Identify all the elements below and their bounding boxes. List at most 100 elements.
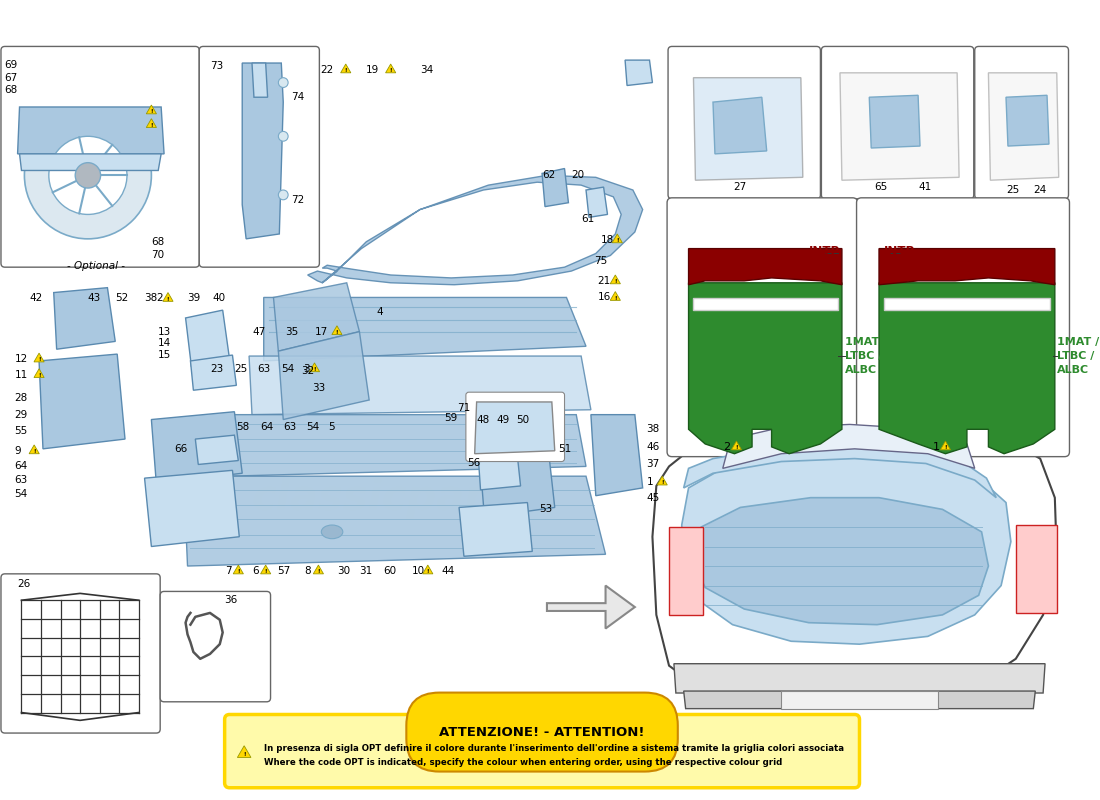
Polygon shape	[693, 298, 838, 310]
Text: 60: 60	[383, 566, 396, 576]
Circle shape	[278, 190, 288, 200]
Text: !: !	[317, 570, 320, 574]
Polygon shape	[610, 275, 620, 284]
Polygon shape	[146, 118, 156, 127]
Polygon shape	[152, 412, 242, 483]
Text: 1: 1	[647, 477, 653, 487]
Text: !: !	[33, 449, 35, 454]
Polygon shape	[196, 435, 239, 465]
Circle shape	[24, 112, 152, 239]
Text: 61: 61	[581, 214, 594, 224]
Text: 16: 16	[597, 293, 611, 302]
Polygon shape	[689, 249, 842, 285]
Text: 10: 10	[412, 566, 426, 576]
Text: 37: 37	[647, 459, 660, 470]
FancyBboxPatch shape	[224, 714, 859, 788]
Text: 55: 55	[14, 426, 28, 436]
Polygon shape	[146, 105, 156, 114]
Polygon shape	[989, 73, 1058, 180]
Text: 7: 7	[224, 566, 231, 576]
Text: !: !	[264, 570, 267, 574]
FancyBboxPatch shape	[975, 46, 1068, 199]
Text: !: !	[37, 358, 41, 362]
Text: 1: 1	[933, 442, 939, 452]
Text: 2: 2	[723, 442, 730, 452]
Text: 1MAT /
LTBC /
ALBC: 1MAT / LTBC / ALBC	[845, 337, 887, 375]
Text: 66: 66	[174, 444, 187, 454]
Text: !: !	[243, 752, 245, 758]
Polygon shape	[1015, 525, 1057, 613]
Text: 13: 13	[158, 326, 172, 337]
Text: 39: 39	[187, 294, 201, 303]
Polygon shape	[144, 470, 240, 546]
Text: 54: 54	[307, 422, 320, 432]
Polygon shape	[723, 425, 975, 468]
Polygon shape	[242, 63, 283, 239]
Polygon shape	[332, 326, 342, 334]
Polygon shape	[732, 441, 741, 450]
Polygon shape	[547, 586, 635, 629]
Polygon shape	[591, 414, 642, 496]
Polygon shape	[238, 746, 251, 758]
Ellipse shape	[321, 525, 343, 538]
Text: 48: 48	[476, 414, 490, 425]
Text: 6: 6	[252, 566, 258, 576]
Polygon shape	[684, 691, 1035, 709]
Polygon shape	[190, 355, 236, 390]
Polygon shape	[422, 565, 433, 574]
Polygon shape	[278, 332, 370, 419]
Polygon shape	[625, 60, 652, 86]
Polygon shape	[233, 565, 243, 574]
Text: 30: 30	[337, 566, 350, 576]
Polygon shape	[684, 445, 997, 498]
Text: Where the code OPT is indicated, specify the colour when entering order, using t: Where the code OPT is indicated, specify…	[264, 758, 782, 767]
Text: INTP: INTP	[884, 245, 915, 258]
Text: 15: 15	[158, 350, 172, 360]
Text: 64: 64	[260, 422, 273, 432]
Text: 59: 59	[444, 413, 458, 422]
Circle shape	[75, 162, 100, 188]
Polygon shape	[674, 664, 1045, 693]
Text: 12: 12	[14, 354, 28, 364]
Text: 21: 21	[597, 276, 611, 286]
Text: 19: 19	[366, 65, 379, 75]
Text: 51: 51	[559, 444, 572, 454]
Polygon shape	[309, 363, 320, 372]
Polygon shape	[184, 476, 605, 566]
Polygon shape	[610, 291, 620, 300]
Text: 28: 28	[14, 393, 28, 403]
Text: 43: 43	[88, 294, 101, 303]
Text: 63: 63	[283, 422, 297, 432]
Polygon shape	[261, 565, 271, 574]
Polygon shape	[884, 298, 1049, 310]
Polygon shape	[40, 354, 125, 449]
Polygon shape	[29, 445, 40, 454]
Text: !: !	[614, 296, 617, 301]
Text: !: !	[944, 446, 947, 450]
Text: 22: 22	[320, 65, 333, 75]
Polygon shape	[252, 63, 267, 98]
Text: 38: 38	[144, 294, 157, 303]
Polygon shape	[542, 169, 569, 206]
Polygon shape	[20, 154, 162, 170]
Text: 56: 56	[466, 458, 480, 469]
Text: 71: 71	[458, 403, 471, 413]
Text: !: !	[389, 68, 392, 74]
Text: 27: 27	[734, 182, 747, 192]
Text: 42: 42	[30, 294, 43, 303]
Polygon shape	[186, 310, 230, 366]
Text: In presenza di sigla OPT definire il colore durante l'inserimento dell'ordine a : In presenza di sigla OPT definire il col…	[264, 744, 844, 753]
Polygon shape	[682, 454, 1011, 644]
Polygon shape	[657, 476, 668, 485]
Polygon shape	[34, 369, 44, 378]
Polygon shape	[459, 502, 532, 556]
Text: 64: 64	[14, 462, 28, 471]
Text: !: !	[167, 297, 169, 302]
Text: !: !	[616, 238, 618, 243]
Text: 38: 38	[647, 424, 660, 434]
Polygon shape	[669, 527, 703, 615]
Polygon shape	[713, 98, 767, 154]
Text: 31: 31	[360, 566, 373, 576]
Text: 41: 41	[918, 182, 932, 192]
Polygon shape	[879, 282, 1055, 454]
